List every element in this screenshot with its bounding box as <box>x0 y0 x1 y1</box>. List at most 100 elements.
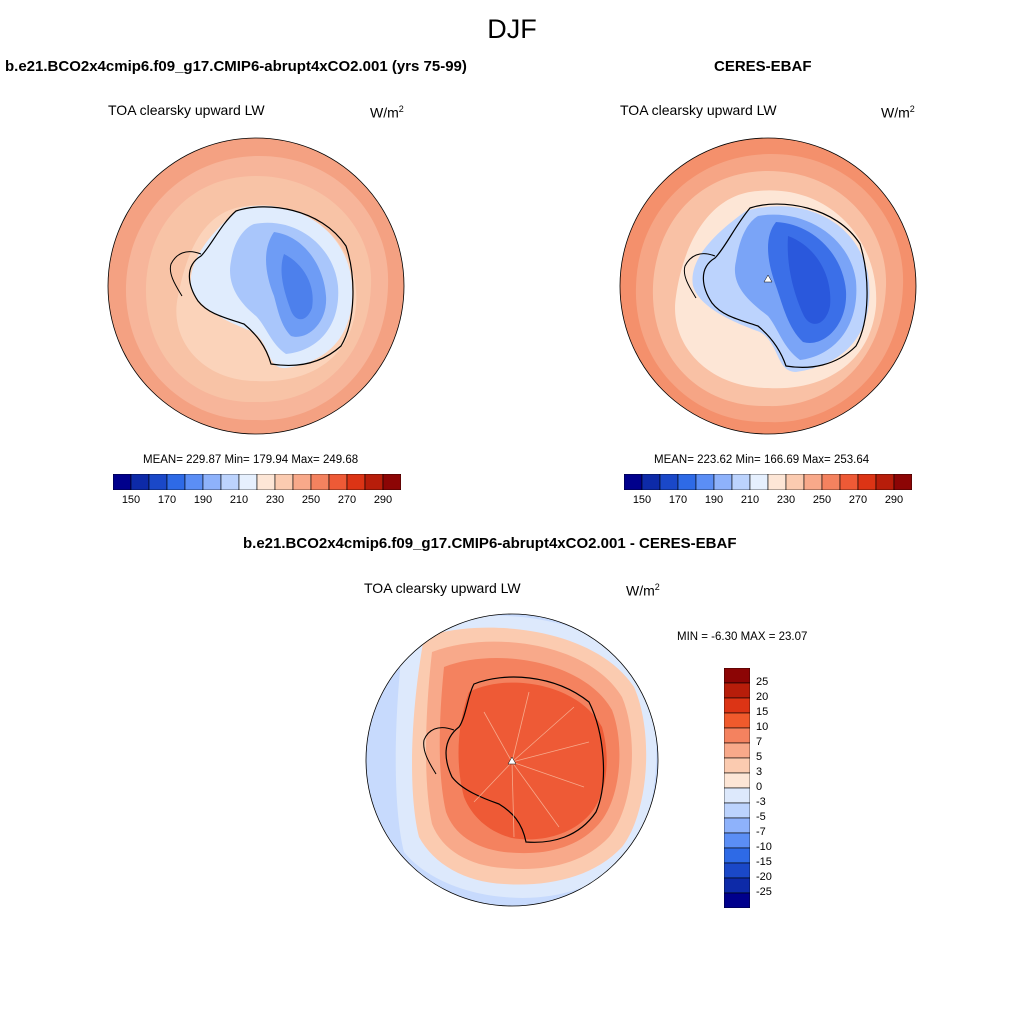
diff-colorbar-tick-label: 3 <box>756 766 763 778</box>
diff-colorbar-tick-label: -3 <box>756 796 766 808</box>
model-colorbar-tick-label: 210 <box>229 494 249 506</box>
diff-colorbar-swatch <box>724 892 750 908</box>
model-colorbar-swatch <box>274 474 294 490</box>
diff-colorbar-ticks: 25 20 15 10 7 5 3 0 -3 -5 -7 -10 -15 -20 -25 <box>756 668 796 908</box>
model-variable-label: TOA clearsky upward LW <box>108 102 265 118</box>
obs-colorbar <box>624 474 912 490</box>
diff-colorbar-tick-label: -15 <box>756 856 772 868</box>
obs-colorbar-swatch <box>749 474 769 490</box>
obs-colorbar-swatch <box>713 474 733 490</box>
diff-colorbar <box>724 668 750 908</box>
model-colorbar-tick-label: 230 <box>265 494 285 506</box>
model-colorbar-swatch <box>328 474 348 490</box>
model-colorbar-swatch <box>310 474 330 490</box>
diff-colorbar-swatch <box>724 712 750 729</box>
model-colorbar-tick-label: 290 <box>373 494 393 506</box>
model-colorbar-swatch <box>382 474 401 490</box>
model-stats: MEAN= 229.87 Min= 179.94 Max= 249.68 <box>143 454 359 466</box>
model-polar-map <box>107 137 405 435</box>
diff-colorbar-tick-label: 10 <box>756 721 769 733</box>
obs-colorbar-swatch <box>695 474 715 490</box>
model-colorbar-swatch <box>238 474 258 490</box>
diff-stats: MIN = -6.30 MAX = 23.07 <box>677 631 808 643</box>
obs-panel-title: CERES-EBAF <box>714 58 812 75</box>
model-colorbar-swatch <box>256 474 276 490</box>
diff-units-label: W/m2 <box>626 582 660 599</box>
obs-colorbar-swatch <box>875 474 895 490</box>
obs-colorbar-swatch <box>893 474 912 490</box>
diff-colorbar-tick-label: 20 <box>756 691 769 703</box>
model-colorbar <box>113 474 401 490</box>
obs-colorbar-swatch <box>731 474 751 490</box>
model-colorbar-swatch <box>364 474 384 490</box>
model-colorbar-swatch <box>346 474 366 490</box>
model-colorbar-swatch <box>202 474 222 490</box>
diff-colorbar-swatch <box>724 862 750 879</box>
obs-colorbar-tick-label: 270 <box>848 494 868 506</box>
obs-colorbar-tick-label: 190 <box>704 494 724 506</box>
diff-colorbar-swatch <box>724 787 750 804</box>
diff-colorbar-swatch <box>724 832 750 849</box>
obs-colorbar-swatch <box>857 474 877 490</box>
obs-colorbar-swatch <box>767 474 787 490</box>
diff-colorbar-tick-label: 15 <box>756 706 769 718</box>
obs-colorbar-swatch <box>785 474 805 490</box>
diff-colorbar-swatch <box>724 682 750 699</box>
diff-colorbar-tick-label: -25 <box>756 886 772 898</box>
model-colorbar-swatch <box>130 474 150 490</box>
model-colorbar-tick-label: 270 <box>337 494 357 506</box>
obs-colorbar-swatch <box>641 474 661 490</box>
diff-colorbar-tick-label: 5 <box>756 751 763 763</box>
diff-polar-map <box>365 613 659 907</box>
diff-colorbar-swatch <box>724 802 750 819</box>
page-title: DJF <box>487 14 537 44</box>
obs-colorbar-tick-label: 170 <box>668 494 688 506</box>
diff-colorbar-swatch <box>724 757 750 774</box>
obs-colorbar-tick-label: 210 <box>740 494 760 506</box>
obs-variable-label: TOA clearsky upward LW <box>620 102 777 118</box>
diff-variable-label: TOA clearsky upward LW <box>364 580 521 596</box>
model-colorbar-tick-label: 150 <box>121 494 141 506</box>
model-colorbar-swatch <box>220 474 240 490</box>
model-colorbar-tick-label: 250 <box>301 494 321 506</box>
model-panel-title: b.e21.BCO2x4cmip6.f09_g17.CMIP6-abrupt4x… <box>5 58 467 75</box>
model-colorbar-swatch <box>292 474 312 490</box>
obs-colorbar-tick-label: 150 <box>632 494 652 506</box>
diff-panel-title: b.e21.BCO2x4cmip6.f09_g17.CMIP6-abrupt4x… <box>243 535 737 552</box>
model-colorbar-tick-label: 170 <box>157 494 177 506</box>
model-colorbar-tick-label: 190 <box>193 494 213 506</box>
diff-colorbar-swatch <box>724 817 750 834</box>
diff-colorbar-tick-label: -7 <box>756 826 766 838</box>
diff-colorbar-tick-label: 0 <box>756 781 763 793</box>
diff-colorbar-swatch <box>724 727 750 744</box>
obs-colorbar-swatch <box>821 474 841 490</box>
diff-colorbar-swatch <box>724 668 750 684</box>
model-colorbar-swatch <box>184 474 204 490</box>
obs-colorbar-swatch <box>677 474 697 490</box>
diff-colorbar-swatch <box>724 742 750 759</box>
obs-colorbar-tick-label: 290 <box>884 494 904 506</box>
obs-polar-map <box>619 137 917 435</box>
obs-colorbar-swatch <box>624 474 643 490</box>
model-colorbar-swatch <box>166 474 186 490</box>
diff-colorbar-tick-label: -20 <box>756 871 772 883</box>
diff-colorbar-tick-label: -10 <box>756 841 772 853</box>
obs-stats: MEAN= 223.62 Min= 166.69 Max= 253.64 <box>654 454 870 466</box>
model-units-label: W/m2 <box>370 104 404 121</box>
diff-colorbar-swatch <box>724 772 750 789</box>
obs-colorbar-swatch <box>839 474 859 490</box>
diff-colorbar-tick-label: 25 <box>756 676 769 688</box>
diff-colorbar-tick-label: 7 <box>756 736 763 748</box>
diff-colorbar-tick-label: -5 <box>756 811 766 823</box>
model-colorbar-ticks: 150 170 190 210 230 250 270 290 <box>113 494 401 510</box>
obs-colorbar-swatch <box>659 474 679 490</box>
diff-colorbar-swatch <box>724 847 750 864</box>
model-colorbar-swatch <box>148 474 168 490</box>
obs-colorbar-swatch <box>803 474 823 490</box>
obs-colorbar-tick-label: 230 <box>776 494 796 506</box>
obs-colorbar-tick-label: 250 <box>812 494 832 506</box>
model-colorbar-swatch <box>113 474 132 490</box>
diff-colorbar-swatch <box>724 877 750 894</box>
obs-units-label: W/m2 <box>881 104 915 121</box>
obs-colorbar-ticks: 150 170 190 210 230 250 270 290 <box>624 494 912 510</box>
